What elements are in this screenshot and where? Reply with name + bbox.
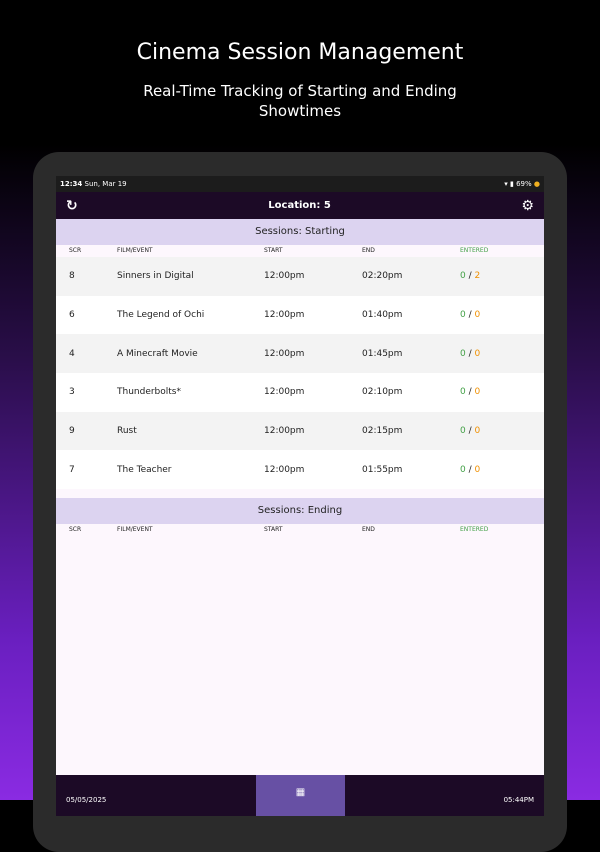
cell-start: 12:00pm xyxy=(264,310,305,321)
page-title: Cinema Session Management xyxy=(136,40,464,65)
entered-count: 0 xyxy=(460,426,466,437)
cell-end: 02:15pm xyxy=(362,426,403,437)
cell-start: 12:00pm xyxy=(264,426,305,437)
app-bar: ↻ Location: 5 ⚙ xyxy=(56,192,544,219)
starting-table: 8 Sinners in Digital 12:00pm 02:20pm 0 / 2 6 T… xyxy=(56,257,544,490)
app-screen: 12:34 Sun, Mar 19 ▾ ▮ 69% ● ↻ Location: … xyxy=(56,176,544,816)
page-subtitle: Real-Time Tracking of Starting and Endin… xyxy=(143,82,457,120)
entered-count: 0 xyxy=(460,348,466,359)
col-end: END xyxy=(362,247,375,254)
entered-count: 0 xyxy=(460,464,466,475)
total-count: 0 xyxy=(474,387,481,398)
ending-column-headers: SCR FILM/EVENT START END ENTERED xyxy=(56,524,544,537)
cell-film: A Minecraft Movie xyxy=(117,348,198,359)
cell-scr: 7 xyxy=(69,464,75,475)
cell-start: 12:00pm xyxy=(264,271,305,282)
cell-start: 12:00pm xyxy=(264,387,305,398)
total-count: 0 xyxy=(474,348,481,359)
entered-count: 0 xyxy=(460,310,466,321)
cell-end: 02:20pm xyxy=(362,271,403,282)
cell-scr: 3 xyxy=(69,387,75,398)
cell-scr: 6 xyxy=(69,310,75,321)
status-time: 12:34 xyxy=(60,180,83,188)
wifi-icon: ▾ xyxy=(504,180,508,188)
bottom-date: 05/05/2025 xyxy=(66,796,107,804)
cell-start: 12:00pm xyxy=(264,464,305,475)
cell-film: The Teacher xyxy=(117,464,172,475)
starting-section-header: Sessions: Starting xyxy=(56,219,544,245)
cell-entered: 0 / 0 xyxy=(460,464,481,475)
table-row[interactable]: 3 Thunderbolts* 12:00pm 02:10pm 0 / 0 xyxy=(56,373,544,412)
qr-scan-button[interactable]: ▦ xyxy=(256,775,345,816)
table-row[interactable]: 7 The Teacher 12:00pm 01:55pm 0 / 0 xyxy=(56,450,544,490)
cell-entered: 0 / 0 xyxy=(460,426,481,437)
table-row[interactable]: 6 The Legend of Ochi 12:00pm 01:40pm 0 / 0 xyxy=(56,295,544,335)
status-bar: 12:34 Sun, Mar 19 ▾ ▮ 69% ● xyxy=(56,176,544,192)
entered-count: 0 xyxy=(460,387,466,398)
cell-entered: 0 / 0 xyxy=(460,310,481,321)
col-start: START xyxy=(264,526,283,534)
battery-level: 69% xyxy=(516,180,532,188)
col-start: START xyxy=(264,247,283,254)
cell-end: 01:45pm xyxy=(362,348,403,359)
table-row[interactable]: 8 Sinners in Digital 12:00pm 02:20pm 0 / 2 xyxy=(56,257,544,296)
bottom-time: 05:44PM xyxy=(503,796,534,804)
starting-column-headers: SCR FILM/EVENT START END ENTERED xyxy=(56,245,544,257)
cell-scr: 4 xyxy=(69,348,75,359)
battery-icon: ▮ xyxy=(510,180,514,188)
cell-film: Thunderbolts* xyxy=(117,387,181,398)
total-count: 0 xyxy=(474,464,481,475)
cell-end: 02:10pm xyxy=(362,387,403,398)
refresh-icon[interactable]: ↻ xyxy=(66,197,78,214)
total-count: 0 xyxy=(474,310,481,321)
avatar: ● xyxy=(533,180,540,188)
cell-scr: 9 xyxy=(69,426,75,437)
cell-end: 01:40pm xyxy=(362,310,403,321)
ending-section-header: Sessions: Ending xyxy=(56,498,544,525)
cell-film: The Legend of Ochi xyxy=(117,310,205,321)
cell-start: 12:00pm xyxy=(264,348,305,359)
col-scr: SCR xyxy=(69,526,82,534)
col-end: END xyxy=(362,526,375,534)
cell-entered: 0 / 0 xyxy=(460,387,481,398)
bottom-bar: 05/05/2025 ▦ 05:44PM xyxy=(56,775,544,816)
total-count: 2 xyxy=(474,271,481,282)
cell-end: 01:55pm xyxy=(362,464,403,475)
col-film: FILM/EVENT xyxy=(117,526,153,534)
col-film: FILM/EVENT xyxy=(117,247,153,254)
status-date: Sun, Mar 19 xyxy=(84,180,127,188)
col-entered: ENTERED xyxy=(460,526,489,534)
qr-code-icon: ▦ xyxy=(295,787,306,798)
cell-entered: 0 / 2 xyxy=(460,271,481,282)
gear-icon[interactable]: ⚙ xyxy=(521,197,534,214)
col-scr: SCR xyxy=(69,247,82,254)
cell-scr: 8 xyxy=(69,271,75,282)
table-row[interactable]: 9 Rust 12:00pm 02:15pm 0 / 0 xyxy=(56,411,544,451)
total-count: 0 xyxy=(474,426,481,437)
cell-film: Sinners in Digital xyxy=(117,271,194,282)
col-entered: ENTERED xyxy=(460,247,489,254)
table-row[interactable]: 4 A Minecraft Movie 12:00pm 01:45pm 0 / 0 xyxy=(56,334,544,374)
cell-entered: 0 / 0 xyxy=(460,348,481,359)
location-title: Location: 5 xyxy=(268,200,331,211)
cell-film: Rust xyxy=(117,426,137,437)
entered-count: 0 xyxy=(460,271,466,282)
